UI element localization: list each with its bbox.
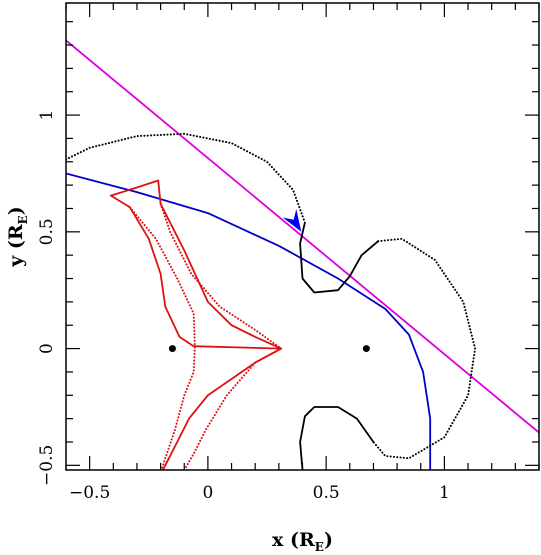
lens-point-0 — [168, 345, 176, 353]
x-axis-label-close: ) — [324, 529, 333, 551]
tick-labels: −0.5 0 0.5 1 −0.5 0 0.5 1 — [37, 110, 450, 503]
x-axis-label: x (RE) — [272, 529, 333, 554]
series-layer — [66, 39, 539, 470]
series-line-2 — [110, 194, 283, 470]
x-tick-label: 0 — [202, 483, 213, 503]
x-tick-label: 1 — [439, 483, 450, 503]
y-axis-label-close: ) — [5, 206, 27, 215]
lens-layer — [168, 345, 370, 353]
x-axis-label-subscript: E — [315, 540, 324, 554]
series-line-1 — [66, 172, 432, 470]
y-axis-label-main: y (R — [5, 224, 27, 268]
direction-arrow — [282, 209, 302, 232]
ticks-layer — [65, 3, 540, 470]
arrow-layer — [282, 209, 302, 232]
series-line-8 — [372, 237, 477, 460]
lens-point-1 — [362, 345, 370, 353]
y-tick-label: 0.5 — [37, 218, 57, 245]
x-tick-label: −0.5 — [69, 483, 110, 503]
series-line-7 — [299, 221, 380, 294]
series-line-5 — [159, 202, 283, 470]
series-line-3 — [110, 179, 283, 350]
y-axis-label: y (RE) — [5, 206, 30, 268]
x-tick-label: 0.5 — [313, 483, 340, 503]
y-axis-label-subscript: E — [16, 215, 30, 224]
series-line-9 — [299, 406, 375, 470]
y-tick-label: −0.5 — [37, 445, 57, 486]
series-line-4 — [128, 206, 196, 470]
x-axis-label-main: x (R — [272, 529, 315, 551]
y-tick-label: 0 — [37, 343, 57, 354]
y-tick-label: 1 — [37, 110, 57, 121]
